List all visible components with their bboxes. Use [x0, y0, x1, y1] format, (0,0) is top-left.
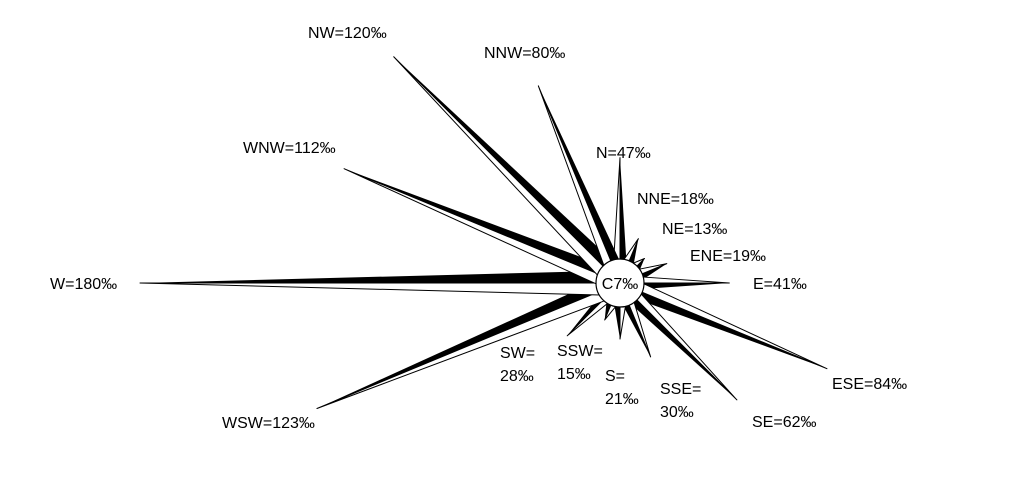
label-ne-line: NE=13‰ — [662, 221, 727, 238]
label-s-line: S= — [605, 368, 625, 385]
spike-w-light — [139, 282, 601, 296]
label-e-line: E=41‰ — [753, 276, 807, 293]
label-nne-line: NNE=18‰ — [637, 191, 714, 208]
calm-circle — [595, 258, 645, 308]
label-w-line: W=180‰ — [50, 276, 117, 293]
spike-n-light — [612, 157, 621, 264]
label-nne: NNE=18‰ — [637, 191, 714, 208]
label-ssw-line: 15‰ — [557, 366, 591, 383]
spike-s-light — [619, 302, 627, 340]
label-ese-line: ESE=84‰ — [832, 376, 907, 393]
label-nw: NW=120‰ — [308, 25, 387, 42]
label-ssw-line: SSW= — [557, 343, 603, 360]
label-wnw: WNW=112‰ — [243, 140, 336, 157]
label-se-line: SE=62‰ — [752, 414, 816, 431]
label-nnw: NNW=80‰ — [484, 45, 565, 62]
spike-w-dark — [140, 271, 600, 283]
label-sse-line: 30‰ — [660, 404, 694, 421]
label-ssw: SSW= 15‰ — [557, 343, 603, 383]
spike-n-dark — [620, 157, 627, 263]
label-layer: N=47‰ NNE=18‰ NE=13‰ ENE=19‰ E=41‰ ESE=84‰ SE=… — [50, 25, 907, 432]
spike-e-light — [639, 276, 730, 284]
calm-label: C7‰ — [602, 276, 638, 293]
spike-ene-dark — [638, 263, 667, 281]
label-s-line: 21‰ — [605, 391, 639, 408]
label-ne: NE=13‰ — [662, 221, 727, 238]
label-e: E=41‰ — [753, 276, 807, 293]
spike-wsw-dark — [316, 280, 602, 409]
spike-sse-dark — [622, 301, 651, 357]
spike-nw-dark — [393, 56, 614, 269]
label-sse: SSE= 30‰ — [660, 381, 701, 421]
label-n-line: N=47‰ — [596, 145, 651, 162]
label-wsw-line: WSW=123‰ — [222, 415, 315, 432]
label-wnw-line: WNW=112‰ — [243, 140, 336, 157]
spike-e-dark — [640, 283, 730, 290]
spike-nnw-dark — [538, 85, 620, 265]
label-sw: SW= 28‰ — [500, 345, 535, 385]
label-wsw: WSW=123‰ — [222, 415, 315, 432]
label-se: SE=62‰ — [752, 414, 816, 431]
label-sw-line: 28‰ — [500, 368, 534, 385]
label-nnw-line: NNW=80‰ — [484, 45, 565, 62]
label-nw-line: NW=120‰ — [308, 25, 387, 42]
label-ene: ENE=19‰ — [690, 248, 766, 265]
label-w: W=180‰ — [50, 276, 117, 293]
label-s: S= 21‰ — [605, 368, 639, 408]
spike-layer — [139, 56, 828, 410]
spike-se-dark — [628, 297, 737, 400]
label-ese: ESE=84‰ — [832, 376, 907, 393]
label-n: N=47‰ — [596, 145, 651, 162]
label-sse-line: SSE= — [660, 381, 701, 398]
label-sw-line: SW= — [500, 345, 535, 362]
label-ene-line: ENE=19‰ — [690, 248, 766, 265]
spike-s-dark — [614, 303, 620, 339]
